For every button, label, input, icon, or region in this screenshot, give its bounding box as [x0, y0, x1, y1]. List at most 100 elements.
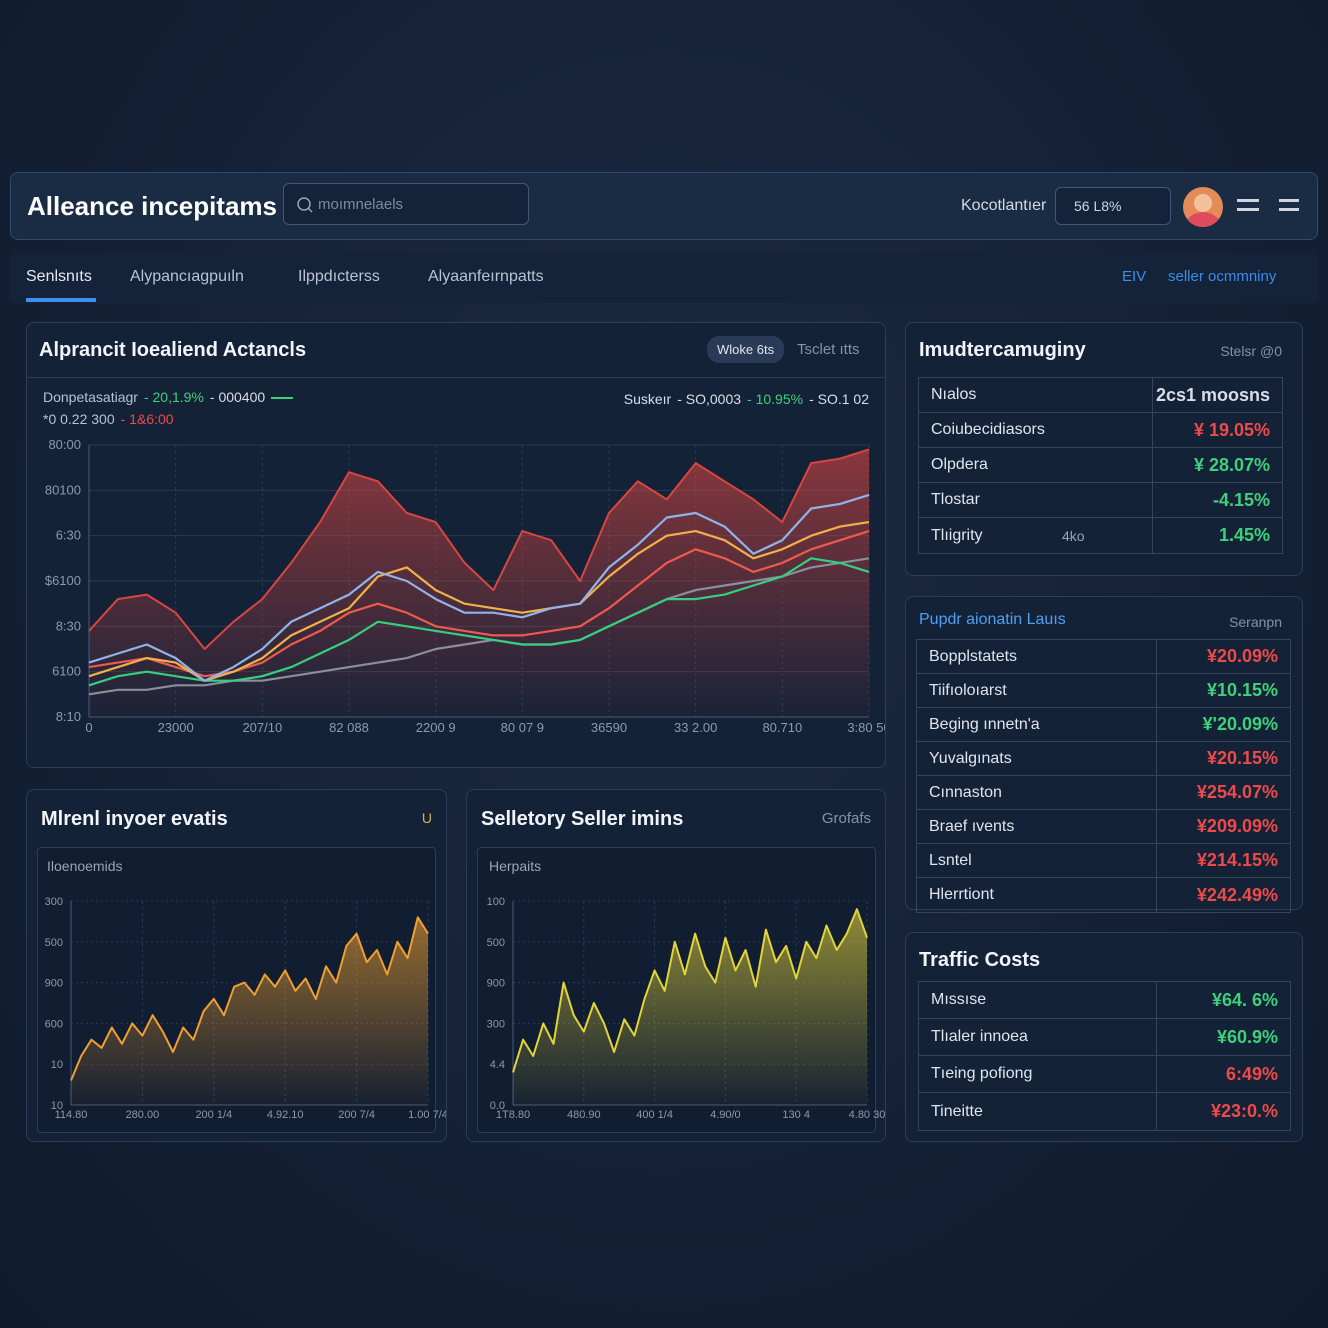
value-cell: ¥ 28.07% — [1152, 448, 1282, 482]
legend-text: - 10.95% — [747, 391, 804, 407]
main-panel: Alprancit Ioealiend Actancls Wloke 6ts T… — [26, 322, 886, 768]
status-label: Kocotlantıer — [961, 197, 1047, 214]
top-bar: Alleance incepitams moımnelaels Kocotlan… — [10, 172, 1318, 240]
search-box[interactable]: moımnelaels — [283, 183, 529, 225]
chart-panel: Selletory Seller imins Grofafs Herpaits … — [466, 789, 886, 1142]
x-tick-label: 280.00 — [126, 1109, 160, 1121]
x-tick-label: 80 07 9 — [501, 720, 544, 735]
search-placeholder: moımnelaels — [318, 196, 404, 213]
legend-text: - 20,1.9% — [143, 389, 204, 405]
table-title: Imudtercamuginy — [919, 339, 1086, 361]
y-tick-label: 4.4 — [490, 1059, 505, 1071]
value-cell: 2cs1 moosns — [1152, 378, 1282, 412]
y-tick-label: 80100 — [45, 482, 81, 497]
label-cell: Tlıaler innoea — [931, 1028, 1028, 1045]
value-cell: ¥20.15% — [1156, 742, 1290, 775]
label-cell: Coiubecidiasors — [931, 421, 1045, 438]
table: Bopplstatets ¥20.09% Tiifıoloıarst ¥10.15% B… — [916, 639, 1291, 913]
y-tick-label: 500 — [487, 937, 505, 949]
button[interactable]: Tsclet ıtts — [797, 341, 860, 358]
label-cell: Olpdera — [931, 456, 988, 473]
x-tick-label: 130 4 — [782, 1109, 810, 1121]
chart-label: Iloenoemids — [47, 858, 123, 874]
area-fill — [71, 917, 428, 1105]
label-cell: Mıssıse — [931, 991, 987, 1008]
table-row: Coiubecidiasors ¥ 19.05% — [919, 413, 1282, 448]
label-cell: Braef ıvents — [929, 817, 1015, 835]
y-tick-label: 10 — [51, 1100, 63, 1112]
tab-link[interactable]: seller ocmmniny — [1168, 268, 1277, 285]
value-cell: ¥'20.09% — [1156, 708, 1290, 741]
app-title: Alleance incepitams — [27, 191, 277, 221]
label-cell: Tiifıoloıarst — [929, 681, 1007, 699]
label-cell: Cınnaston — [929, 783, 1002, 801]
table-panel: Pupdr aionatin Lauıs Seranpn Bopplstatets ¥… — [905, 596, 1303, 913]
menu-icons[interactable] — [1237, 197, 1307, 217]
panel-title: Selletory Seller imins — [481, 808, 684, 830]
x-tick-label: 1.00 7/4 — [408, 1109, 446, 1121]
label-cell: Tineitte — [931, 1102, 983, 1120]
y-tick-label: 10 — [51, 1059, 63, 1071]
label-cell: 4ko — [1061, 527, 1085, 544]
label-cell: Nıalos — [931, 386, 977, 403]
area-chart: 0.0 4.4 300 900 500 100 1T8.80 480.90 400 1/4 4.9… — [487, 896, 885, 1121]
x-tick-label: 36590 — [591, 720, 627, 735]
tab[interactable]: Alypancıagpuıln — [130, 268, 244, 285]
y-tick-label: 80:00 — [48, 437, 81, 452]
table-row: Cınnaston ¥254.07% — [917, 776, 1290, 810]
tab[interactable]: Alyaanfeırnpatts — [428, 268, 544, 285]
label-cell: Tıeing pofiong — [931, 1065, 1033, 1082]
label-cell: Lsntel — [929, 851, 972, 869]
avatar[interactable] — [1181, 185, 1225, 229]
table-row: Tlıaler innoea ¥60.9% — [919, 1019, 1290, 1056]
table-corner: Stelsr @0 — [1220, 343, 1282, 359]
area-line — [88, 448, 870, 650]
panel-corner: Grofafs — [821, 810, 871, 827]
value-cell: ¥23:0.% — [1156, 1093, 1290, 1130]
value-cell: ¥254.07% — [1156, 776, 1290, 809]
table-row: Beging ınnetn'a ¥'20.09% — [917, 708, 1290, 742]
status-value[interactable]: 56 L8% — [1055, 187, 1171, 225]
value-cell: ¥10.15% — [1156, 674, 1290, 707]
tab-indicator — [26, 298, 96, 302]
x-tick-label: 82 088 — [329, 720, 369, 735]
x-tick-label: 400 1/4 — [636, 1109, 673, 1121]
tab[interactable]: Ilppdıcterss — [298, 268, 380, 285]
main-chart: 8:10 6100 8:30 $6100 6:30 80100 80:00 0 23000 207… — [45, 437, 885, 735]
search-icon — [297, 197, 313, 213]
value-cell: ¥ 19.05% — [1152, 413, 1282, 447]
table-row: Lsntel ¥214.15% — [917, 844, 1290, 878]
table-row: Nıalos 2cs1 moosns — [919, 378, 1282, 413]
tab[interactable]: Senlsnıts — [26, 268, 92, 285]
legend-text: Donpetasatiagr — [43, 389, 138, 405]
legend-text: Suskeır — [623, 391, 672, 407]
label-cell: Hlerrtiont — [929, 886, 994, 903]
table-row: Tlostar -4.15% — [919, 483, 1282, 518]
button[interactable]: Wloke 6ts — [707, 336, 785, 363]
tab-link[interactable]: EIV — [1122, 268, 1147, 285]
x-tick-label: 0 — [85, 720, 92, 735]
chart-panel: Mlrenl inyoer evatis U Iloenoemids 10 10 6… — [26, 789, 447, 1142]
y-tick-label: 100 — [487, 896, 505, 908]
table-row: Tıeing pofiong 6:49% — [919, 1056, 1290, 1093]
x-tick-label: 4.92.10 — [267, 1109, 304, 1121]
table-row: Olpdera ¥ 28.07% — [919, 448, 1282, 483]
legend-swatch — [271, 397, 294, 399]
value-cell: 6:49% — [1156, 1056, 1290, 1092]
panel-title: Mlrenl inyoer evatis — [41, 808, 228, 830]
value-cell: ¥209.09% — [1156, 810, 1290, 843]
x-tick-label: 4.90/0 — [710, 1109, 741, 1121]
table: Mıssıse ¥64. 6% Tlıaler innoea ¥60.9% Tıeing… — [918, 981, 1291, 1131]
area-chart: 10 10 600 900 500 300 114.80 280.00 200 1/4 4.92.… — [45, 896, 446, 1121]
label-cell: Beging ınnetn'a — [929, 715, 1040, 733]
legend: Suskeır - SO,0003 - 10.95% - SO.1 02 — [624, 391, 869, 407]
table-panel: Imudtercamuginy Stelsr @0 Nıalos 2cs1 moosn… — [905, 322, 1303, 576]
table-row: Tlıigrity 4ko 1.45% — [919, 518, 1282, 553]
table-row: Hlerrtiont ¥242.49% — [917, 878, 1290, 912]
table: Nıalos 2cs1 moosns Coiubecidiasors ¥ 19.05%… — [918, 377, 1283, 554]
table-row: Braef ıvents ¥209.09% — [917, 810, 1290, 844]
y-tick-label: 300 — [487, 1018, 505, 1030]
x-tick-label: 207/10 — [242, 720, 282, 735]
legend-text: - 1&6:00 — [120, 411, 174, 427]
